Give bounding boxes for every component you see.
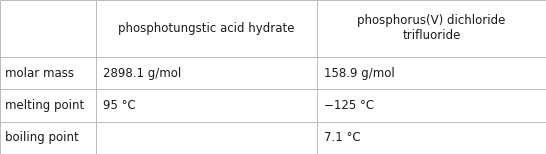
Text: 158.9 g/mol: 158.9 g/mol: [324, 67, 395, 80]
Text: 2898.1 g/mol: 2898.1 g/mol: [103, 67, 181, 80]
Text: phosphorus(V) dichloride
trifluoride: phosphorus(V) dichloride trifluoride: [357, 14, 506, 43]
Text: molar mass: molar mass: [5, 67, 74, 80]
Text: phosphotungstic acid hydrate: phosphotungstic acid hydrate: [118, 22, 294, 35]
Text: 7.1 °C: 7.1 °C: [324, 131, 360, 144]
Text: boiling point: boiling point: [5, 131, 79, 144]
Text: −125 °C: −125 °C: [324, 99, 374, 112]
Text: 95 °C: 95 °C: [103, 99, 135, 112]
Text: melting point: melting point: [5, 99, 85, 112]
